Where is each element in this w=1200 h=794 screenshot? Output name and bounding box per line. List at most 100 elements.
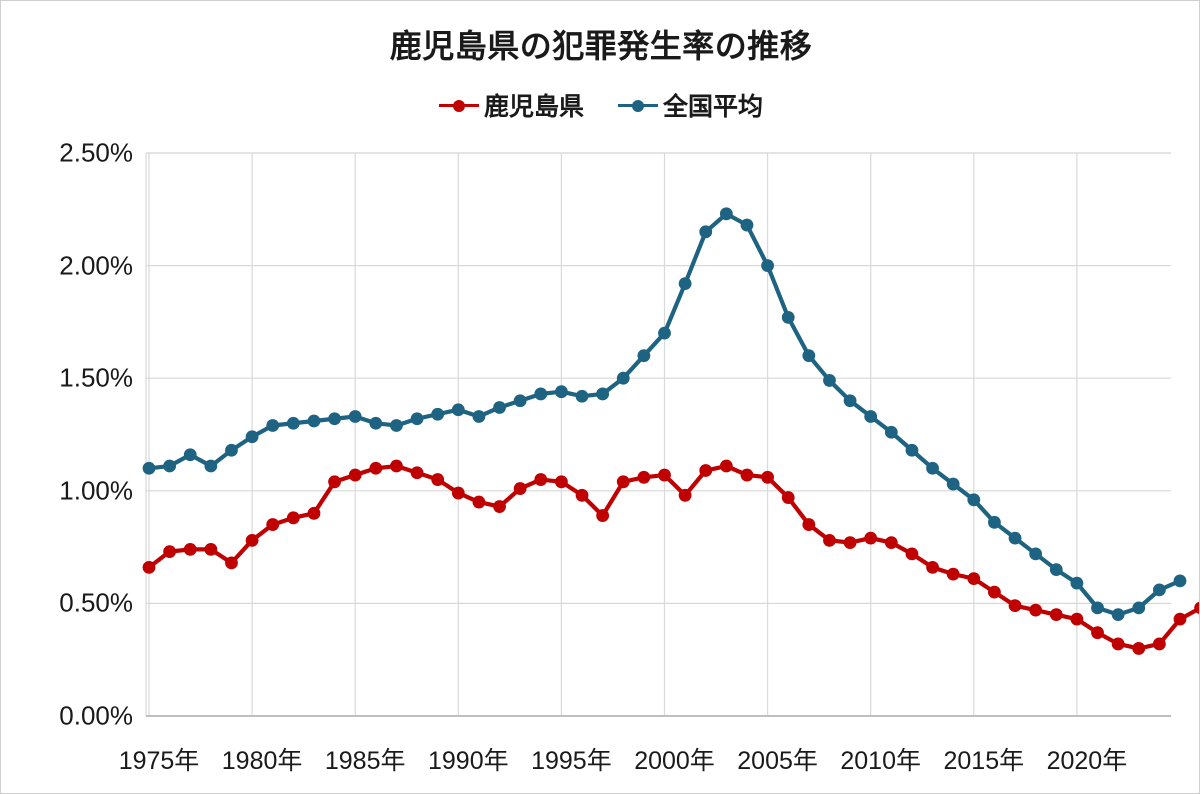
- x-axis-tick-label: 1995年: [531, 747, 612, 775]
- x-axis-tick-label: 2010年: [840, 747, 921, 775]
- data-point: [1070, 576, 1084, 590]
- data-point: [575, 389, 589, 403]
- data-point: [183, 448, 197, 462]
- data-point: [843, 394, 857, 408]
- data-point: [699, 464, 713, 477]
- data-point: [369, 416, 383, 430]
- data-point: [266, 518, 280, 531]
- data-point: [245, 533, 259, 547]
- data-point: [967, 493, 981, 507]
- data-point: [451, 486, 465, 500]
- legend-marker-red: [438, 98, 479, 112]
- data-point: [410, 466, 424, 480]
- data-point: [266, 419, 280, 432]
- data-point: [163, 459, 177, 473]
- data-point: [596, 387, 610, 401]
- data-point: [390, 459, 403, 473]
- data-point: [513, 482, 527, 495]
- y-axis-tick-label: 2.50%: [59, 137, 133, 168]
- data-point: [1111, 637, 1125, 651]
- data-point: [761, 470, 774, 484]
- data-point: [1111, 608, 1125, 622]
- data-point: [390, 419, 403, 432]
- data-point: [884, 425, 898, 439]
- x-axis-tick-label: 1990年: [427, 747, 509, 775]
- x-axis-tick-label: 1985年: [324, 747, 406, 775]
- data-point: [534, 473, 548, 486]
- x-axis-tick-label: 2020年: [1046, 747, 1128, 775]
- data-point: [596, 509, 610, 522]
- data-point: [988, 585, 1001, 599]
- data-point: [1132, 642, 1146, 655]
- data-point: [493, 401, 506, 414]
- data-point: [637, 470, 651, 484]
- data-point: [926, 560, 939, 574]
- data-point: [513, 394, 527, 408]
- legend-item-national-average: 全国平均: [618, 87, 763, 123]
- data-point: [1070, 612, 1084, 626]
- data-point: [163, 545, 177, 558]
- data-point: [204, 542, 218, 556]
- data-point: [905, 547, 919, 561]
- data-point: [761, 259, 774, 272]
- x-axis-tick-label: 1975年: [118, 747, 200, 775]
- x-axis-tick-label: 2000年: [634, 747, 715, 775]
- data-point: [1152, 583, 1166, 597]
- data-point: [369, 461, 383, 475]
- data-point: [781, 311, 795, 324]
- data-point: [307, 414, 321, 428]
- data-point: [678, 277, 692, 291]
- data-point: [699, 225, 713, 239]
- data-point: [864, 531, 878, 545]
- data-point: [864, 410, 878, 423]
- data-point: [1091, 601, 1104, 615]
- y-axis-tick-label: 0.50%: [59, 587, 133, 618]
- legend-label-kagoshima: 鹿児島県: [483, 93, 584, 121]
- data-point: [1173, 574, 1187, 588]
- data-point: [472, 410, 486, 423]
- data-point: [1152, 637, 1166, 651]
- data-point: [823, 533, 836, 547]
- data-point: [740, 468, 754, 482]
- data-point: [204, 459, 218, 473]
- data-point: [286, 416, 300, 430]
- data-point: [451, 403, 465, 417]
- data-point: [1173, 612, 1187, 626]
- x-axis-tick-label: 2015年: [943, 747, 1025, 775]
- data-point: [926, 461, 939, 475]
- data-point: [286, 511, 300, 525]
- data-point: [802, 518, 816, 531]
- data-point: [1029, 603, 1043, 617]
- data-point: [431, 407, 445, 421]
- data-point: [616, 475, 630, 489]
- data-point: [967, 572, 981, 586]
- data-point: [348, 468, 362, 482]
- legend-marker-blue: [618, 98, 658, 112]
- data-point: [740, 218, 754, 232]
- y-axis-tick-label: 2.00%: [59, 250, 133, 281]
- data-point: [245, 430, 259, 444]
- data-point: [1049, 608, 1063, 622]
- data-point: [1194, 601, 1199, 615]
- x-axis-tick-label: 2005年: [737, 747, 818, 775]
- data-point: [183, 542, 197, 556]
- y-axis-tick-label: 1.00%: [59, 475, 133, 506]
- data-point: [1008, 599, 1022, 613]
- data-point: [637, 349, 651, 363]
- data-point: [946, 567, 960, 581]
- data-point: [946, 477, 960, 491]
- data-point: [410, 412, 424, 426]
- data-point: [142, 461, 156, 475]
- data-point: [616, 371, 630, 385]
- y-axis-tick-label: 0.00%: [59, 700, 133, 731]
- data-point: [142, 560, 156, 574]
- data-point: [225, 556, 238, 570]
- data-point: [719, 459, 733, 473]
- data-point: [719, 207, 733, 221]
- data-point: [534, 387, 548, 401]
- data-point: [678, 488, 692, 502]
- data-point: [225, 443, 238, 457]
- x-axis-tick-label: 1980年: [221, 747, 303, 775]
